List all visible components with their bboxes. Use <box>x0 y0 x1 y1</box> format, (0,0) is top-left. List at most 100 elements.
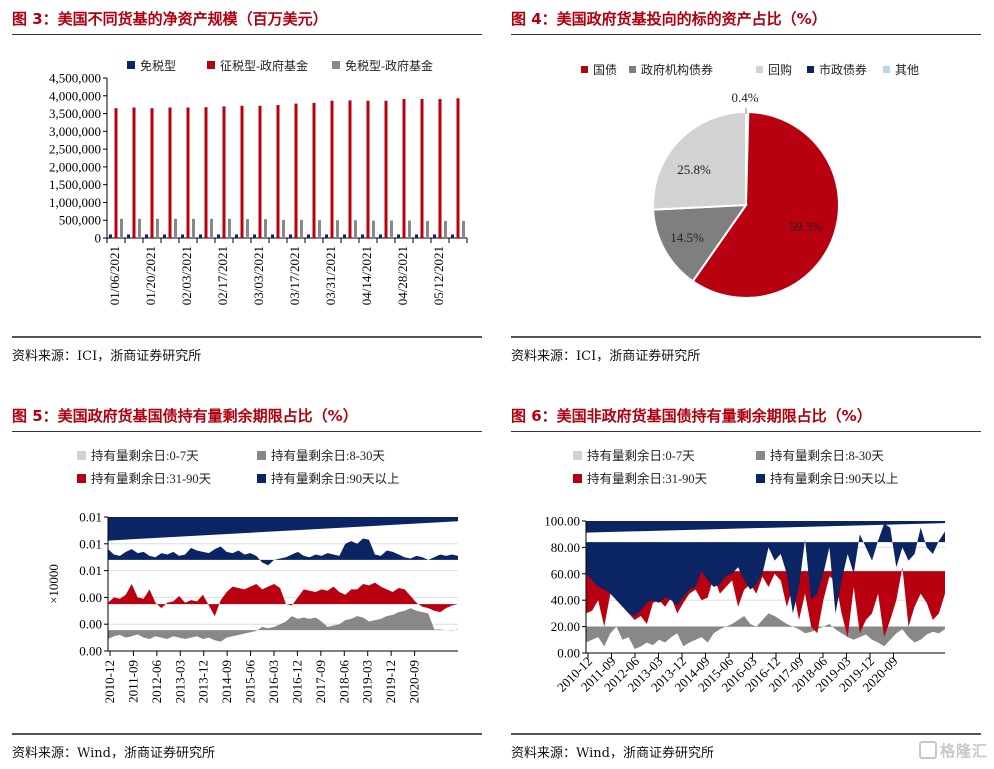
bar-1 <box>438 98 442 238</box>
bar-1 <box>150 108 154 238</box>
bar-2 <box>282 219 285 238</box>
bar-2 <box>120 218 123 238</box>
legend-swatch-0 <box>573 451 582 460</box>
x-tick-label: 2010-12 <box>102 660 117 703</box>
x-tick-label: 2019-03 <box>360 660 375 703</box>
x-tick-label: 2020-09 <box>407 660 422 703</box>
y-tick-label: 0.00 <box>557 646 580 661</box>
watermark-text: 格隆汇 <box>939 742 988 760</box>
bar-0 <box>109 234 112 238</box>
legend-label-1: 持有量剩余日:8-30天 <box>770 448 884 463</box>
bar-0 <box>253 234 256 238</box>
bar-2 <box>246 219 249 238</box>
figure-4-title: 图 4：美国政府货基投向的标的资产占比（%） <box>511 10 827 28</box>
bar-0 <box>217 234 220 238</box>
x-tick-label: 02/17/2021 <box>215 246 230 305</box>
x-tick-label: 2012-06 <box>149 660 164 704</box>
bar-2 <box>138 218 141 238</box>
bar-0 <box>415 234 418 238</box>
y-tick-label: 100.00 <box>544 514 580 529</box>
bar-1 <box>114 108 118 238</box>
figure-3-top-rule <box>12 34 482 35</box>
y-axis-label: ×10000 <box>46 564 61 604</box>
area-series-0 <box>586 613 945 650</box>
bar-2 <box>354 220 357 238</box>
area-series-0 <box>108 608 458 642</box>
bar-1 <box>384 100 388 238</box>
y-tick-label: 0 <box>95 231 102 246</box>
legend-label-1: 政府机构债券 <box>641 62 713 77</box>
x-tick-label: 2013-03 <box>172 660 187 703</box>
legend-swatch-3 <box>257 474 266 483</box>
x-tick-label: 2017-09 <box>313 660 328 703</box>
legend-swatch-1 <box>257 451 266 460</box>
legend-swatch-4 <box>883 66 890 73</box>
legend-swatch-3 <box>807 66 814 73</box>
legend-label-0: 国债 <box>593 63 617 77</box>
y-tick-label: 0.00 <box>79 590 102 605</box>
y-tick-label: 2,000,000 <box>49 159 101 174</box>
bar-1 <box>240 105 244 238</box>
y-tick-label: 0.00 <box>79 617 102 632</box>
legend-label-4: 其他 <box>895 63 919 77</box>
y-tick-label: 80.00 <box>551 540 580 555</box>
y-tick-label: 3,000,000 <box>49 124 101 139</box>
bar-1 <box>168 107 172 238</box>
area-band-top <box>586 521 945 533</box>
bar-1 <box>294 103 298 238</box>
bar-1 <box>186 107 190 238</box>
figure-3-chart: 免税型 征税型-政府基金 免税型-政府基金 4,500,000 4,000,000 3,5… <box>49 58 468 305</box>
bar-2 <box>372 220 375 238</box>
y-tick-label: 20.00 <box>551 619 580 634</box>
x-tick-label: 03/31/2021 <box>323 246 338 305</box>
legend-swatch-2 <box>573 474 582 483</box>
figure-6: 图 6：美国非政府货基国债持有量剩余期限占比（%） 持有量剩余日:0-7天 持有量… <box>511 405 981 765</box>
figure-3-source: 资料来源：ICI，浙商证券研究所 <box>12 349 202 364</box>
bar-0 <box>289 234 292 238</box>
watermark-icon <box>918 741 937 759</box>
bar-1 <box>276 105 280 239</box>
pie-slice <box>652 110 747 211</box>
y-tick-label: 500,000 <box>59 213 101 228</box>
bar-2 <box>318 220 321 238</box>
legend-swatch-0 <box>77 451 86 460</box>
legend-swatch-0 <box>581 66 588 73</box>
bar-1 <box>348 100 352 239</box>
bar-2 <box>156 218 159 238</box>
y-tick-label: 0.00 <box>79 644 102 659</box>
legend-label-2: 回购 <box>768 62 792 77</box>
figure-3-title: 图 3：美国不同货基的净资产规模（百万美元） <box>12 10 328 28</box>
figure-5-source: 资料来源：Wind，浙商证券研究所 <box>12 746 215 761</box>
legend-label-1: 持有量剩余日:8-30天 <box>271 448 385 463</box>
figure-5-bottom-rule <box>12 733 482 735</box>
bar-2 <box>228 218 231 238</box>
legend-label-0: 持有量剩余日:0-7天 <box>587 448 695 463</box>
x-tick-label: 2019-12 <box>383 660 398 703</box>
bar-2 <box>192 218 195 238</box>
legend-label-0: 持有量剩余日:0-7天 <box>91 448 199 463</box>
legend-swatch-2 <box>756 66 763 73</box>
bar-2 <box>462 220 465 238</box>
area-series-2 <box>108 538 458 566</box>
bar-0 <box>145 234 148 238</box>
x-tick-label: 05/12/2021 <box>431 246 446 305</box>
bar-1 <box>222 106 226 238</box>
bar-2 <box>444 220 447 238</box>
legend-swatch-1 <box>756 451 765 460</box>
bar-1 <box>420 98 424 238</box>
bar-1 <box>330 100 334 238</box>
bar-1 <box>132 107 136 238</box>
x-tick-label: 03/03/2021 <box>251 246 266 305</box>
legend-swatch-2 <box>77 474 86 483</box>
bar-2 <box>210 218 213 238</box>
legend-label-3: 持有量剩余日:90天以上 <box>770 471 898 486</box>
bar-0 <box>343 234 346 238</box>
pie-label: 59.3% <box>789 219 823 234</box>
legend-label-2: 持有量剩余日:31-90天 <box>587 471 708 486</box>
bar-2 <box>390 220 393 238</box>
x-tick-label: 01/20/2021 <box>143 246 158 305</box>
figure-4: 图 4：美国政府货基投向的标的资产占比（%） 国债 政府机构债券 回购 市政债券 其他 5… <box>511 8 981 368</box>
figure-5-title: 图 5：美国政府货基国债持有量剩余期限占比（%） <box>12 407 358 425</box>
y-tick-label: 4,000,000 <box>49 88 101 103</box>
